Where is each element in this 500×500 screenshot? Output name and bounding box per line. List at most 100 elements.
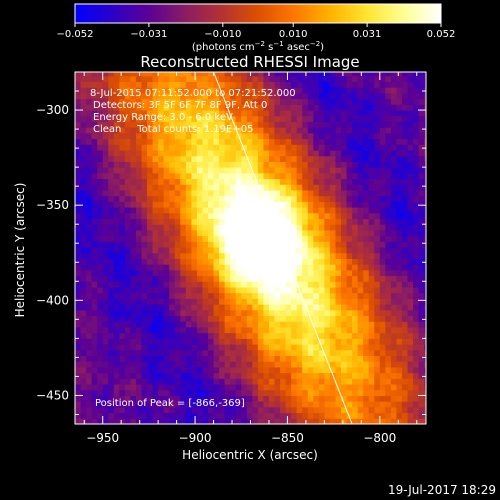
heatmap-cell — [335, 229, 342, 237]
heatmap-cell — [202, 361, 209, 368]
heatmap-cell — [341, 138, 348, 145]
heatmap-cell — [86, 378, 93, 385]
heatmap-cell — [307, 418, 314, 424]
heatmap-cell — [352, 167, 359, 174]
heatmap-cell — [263, 281, 270, 288]
heatmap-cell — [390, 355, 397, 362]
heatmap-cell — [424, 344, 426, 351]
heatmap-cell — [102, 172, 109, 180]
heatmap-cell — [341, 258, 348, 265]
heatmap-cell — [185, 178, 192, 185]
heatmap-cell — [113, 138, 120, 145]
heatmap-cell — [119, 167, 126, 174]
heatmap-cell — [86, 127, 93, 134]
heatmap-cell — [285, 235, 292, 242]
heatmap-cell — [274, 412, 281, 419]
heatmap-cell — [291, 372, 298, 379]
heatmap-cell — [152, 264, 159, 271]
heatmap-cell — [379, 155, 386, 162]
heatmap-cell — [158, 241, 165, 248]
heatmap-cell — [274, 98, 281, 105]
heatmap-cell — [86, 269, 93, 277]
heatmap-cell — [108, 264, 115, 271]
heatmap-cell — [346, 121, 353, 128]
heatmap-cell — [130, 229, 137, 237]
heatmap-cell — [102, 72, 109, 77]
heatmap-cell — [268, 401, 276, 408]
heatmap-cell — [385, 378, 392, 385]
heatmap-cell — [313, 115, 320, 122]
heatmap-cell — [208, 178, 215, 185]
heatmap-cell — [130, 281, 137, 288]
heatmap-cell — [318, 81, 325, 88]
heatmap-cell — [424, 247, 426, 254]
heatmap-cell — [341, 241, 348, 248]
heatmap-cell — [196, 121, 203, 128]
heatmap-cell — [346, 372, 353, 379]
heatmap-cell — [368, 281, 375, 288]
heatmap-cell — [196, 75, 203, 83]
heatmap-cell — [424, 115, 426, 122]
heatmap-cell — [196, 395, 203, 402]
heatmap-cell — [141, 189, 148, 197]
heatmap-cell — [75, 258, 82, 265]
heatmap-cell — [252, 241, 259, 248]
heatmap-cell — [196, 218, 203, 225]
heatmap-cell — [102, 349, 109, 357]
heatmap-cell — [401, 207, 409, 214]
heatmap-cell — [86, 189, 93, 197]
heatmap-cell — [346, 178, 353, 185]
heatmap-cell — [302, 241, 309, 248]
heatmap-cell — [185, 321, 192, 328]
heatmap-cell — [257, 98, 264, 105]
heatmap-cell — [280, 150, 287, 157]
heatmap-cell — [335, 110, 342, 117]
heatmap-cell — [213, 207, 220, 214]
heatmap-cell — [241, 155, 248, 162]
heatmap-cell — [124, 207, 131, 214]
heatmap-cell — [385, 224, 392, 231]
heatmap-cell — [180, 178, 187, 185]
heatmap-cell — [241, 418, 248, 424]
heatmap-cell — [163, 269, 170, 277]
heatmap-cell — [152, 132, 159, 140]
heatmap-cell — [268, 81, 276, 88]
heatmap-cell — [191, 98, 198, 105]
heatmap-cell — [335, 81, 342, 88]
heatmap-cell — [130, 395, 137, 402]
heatmap-cell — [230, 150, 237, 157]
heatmap-cell — [390, 366, 397, 374]
heatmap-cell — [291, 332, 298, 339]
heatmap-cell — [152, 167, 159, 174]
heatmap-cell — [329, 92, 336, 100]
heatmap-cell — [413, 212, 420, 220]
heatmap-cell — [113, 275, 120, 282]
heatmap-cell — [185, 189, 192, 197]
heatmap-cell — [196, 184, 203, 191]
heatmap-cell — [396, 224, 403, 231]
heatmap-cell — [352, 201, 359, 208]
heatmap-cell — [230, 75, 237, 83]
heatmap-cell — [335, 406, 342, 414]
heatmap-cell — [108, 241, 115, 248]
heatmap-cell — [263, 384, 270, 391]
heatmap-cell — [191, 110, 198, 117]
heatmap-cell — [296, 315, 303, 322]
heatmap-cell — [130, 338, 137, 345]
heatmap-cell — [152, 155, 159, 162]
heatmap-cell — [224, 281, 231, 288]
heatmap-cell — [75, 372, 82, 379]
heatmap-cell — [86, 401, 93, 408]
heatmap-cell — [401, 298, 409, 305]
heatmap-cell — [285, 241, 292, 248]
heatmap-cell — [268, 138, 276, 145]
heatmap-cell — [163, 172, 170, 180]
heatmap-cell — [191, 326, 198, 334]
heatmap-cell — [80, 184, 87, 191]
heatmap-cell — [152, 72, 159, 77]
heatmap-cell — [352, 189, 359, 197]
heatmap-cell — [185, 110, 192, 117]
heatmap-cell — [163, 110, 170, 117]
heatmap-cell — [263, 309, 270, 317]
heatmap-cell — [208, 298, 215, 305]
